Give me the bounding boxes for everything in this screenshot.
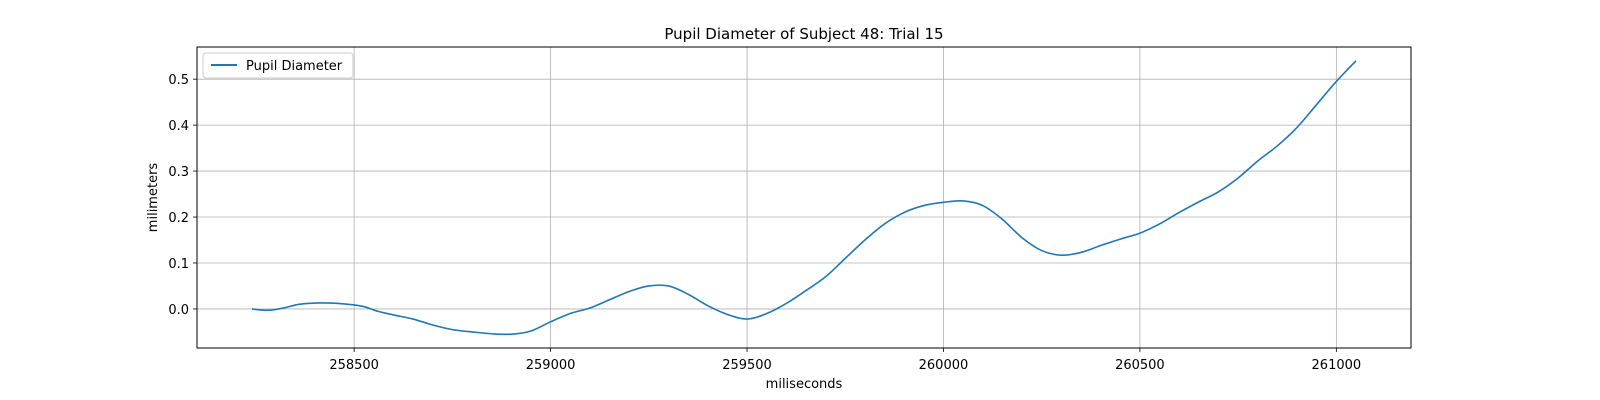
x-tick-label: 259500 bbox=[722, 358, 772, 373]
y-tick-label: 0.2 bbox=[168, 211, 189, 226]
y-axis-ticks: 0.0 0.1 0.2 0.3 0.4 0.5 bbox=[168, 73, 197, 318]
x-tick-label: 261000 bbox=[1312, 358, 1362, 373]
x-tick-label: 260500 bbox=[1115, 358, 1165, 373]
y-axis-label: milimeters bbox=[146, 163, 161, 233]
y-tick-label: 0.3 bbox=[168, 165, 189, 180]
series-line-pupil-diameter bbox=[251, 60, 1357, 336]
plot-frame bbox=[196, 46, 1412, 349]
x-tick-label: 260000 bbox=[919, 358, 969, 373]
chart-title: Pupil Diameter of Subject 48: Trial 15 bbox=[664, 25, 943, 43]
x-tick-label: 259000 bbox=[526, 358, 576, 373]
x-axis-label: miliseconds bbox=[766, 377, 843, 392]
x-axis-ticks: 258500 259000 259500 260000 260500 261000 bbox=[329, 348, 1361, 373]
y-tick-label: 0.1 bbox=[168, 257, 189, 272]
legend: Pupil Diameter bbox=[202, 52, 354, 79]
legend-box bbox=[202, 52, 354, 79]
y-tick-label: 0.0 bbox=[168, 303, 189, 318]
legend-entry-label: Pupil Diameter bbox=[246, 59, 343, 74]
x-tick-label: 258500 bbox=[329, 358, 379, 373]
y-tick-label: 0.4 bbox=[168, 119, 189, 134]
grid bbox=[197, 47, 1411, 348]
series-layer bbox=[251, 60, 1357, 336]
y-tick-label: 0.5 bbox=[168, 73, 189, 88]
